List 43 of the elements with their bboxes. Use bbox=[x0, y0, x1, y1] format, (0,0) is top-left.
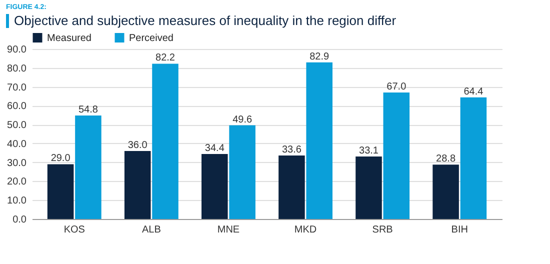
data-label: 82.2 bbox=[156, 52, 176, 64]
bar bbox=[229, 125, 256, 219]
data-label: 29.0 bbox=[50, 153, 71, 164]
y-tick-label: 90.0 bbox=[7, 44, 27, 56]
y-tick-label: 50.0 bbox=[7, 120, 27, 132]
y-tick-label: 60.0 bbox=[7, 101, 27, 112]
data-label: 33.1 bbox=[359, 145, 379, 156]
y-tick-label: 80.0 bbox=[7, 63, 27, 74]
x-tick-label: MKD bbox=[294, 224, 317, 236]
y-tick-label: 30.0 bbox=[7, 158, 27, 169]
bar bbox=[383, 92, 410, 219]
data-label: 28.8 bbox=[436, 154, 456, 165]
bar bbox=[356, 156, 382, 219]
bar bbox=[278, 156, 305, 219]
x-tick-label: MNE bbox=[217, 224, 240, 236]
legend-label: Perceived bbox=[129, 32, 174, 44]
bar bbox=[124, 151, 151, 219]
chart-title: Objective and subjective measures of inequality in the region differ bbox=[6, 13, 550, 28]
data-label: 54.8 bbox=[78, 104, 98, 116]
data-label: 67.0 bbox=[386, 81, 407, 92]
x-tick-label: SRB bbox=[372, 224, 394, 236]
data-label: 82.9 bbox=[310, 51, 330, 62]
bar bbox=[152, 64, 178, 219]
bar bbox=[306, 62, 332, 219]
y-tick-label: 20.0 bbox=[7, 176, 27, 188]
y-tick-label: 10.0 bbox=[7, 196, 27, 207]
data-label: 36.0 bbox=[128, 140, 148, 151]
bar bbox=[47, 164, 74, 219]
bar bbox=[202, 154, 228, 219]
legend-label: Measured bbox=[47, 32, 92, 44]
bar bbox=[460, 97, 487, 219]
bar bbox=[75, 115, 102, 219]
data-label: 64.4 bbox=[464, 86, 484, 98]
data-label: 33.6 bbox=[282, 144, 302, 156]
x-tick-label: ALB bbox=[142, 224, 162, 236]
data-label: 34.4 bbox=[204, 143, 225, 154]
bar bbox=[432, 164, 459, 219]
y-tick-label: 70.0 bbox=[7, 82, 27, 94]
x-tick-label: KOS bbox=[64, 224, 86, 236]
y-tick-label: 0.0 bbox=[12, 214, 27, 226]
data-label: 49.6 bbox=[232, 114, 252, 126]
x-tick-label: BIH bbox=[451, 224, 468, 236]
y-tick-label: 40.0 bbox=[7, 138, 27, 150]
